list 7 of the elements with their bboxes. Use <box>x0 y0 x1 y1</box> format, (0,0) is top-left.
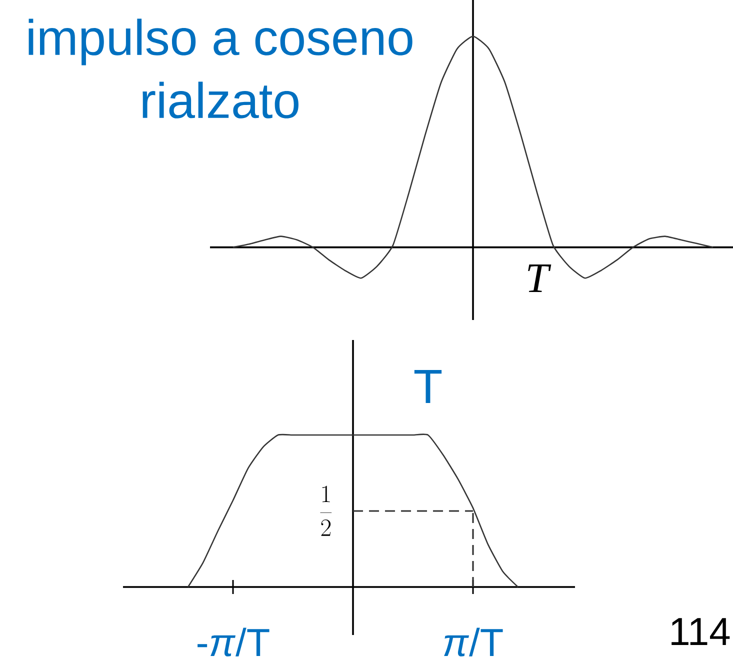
ref-line-label: $\frac{1}{2}$ <box>320 486 332 536</box>
annotation: T <box>414 370 442 403</box>
annotation: T <box>528 264 552 292</box>
text: 114 <box>672 618 730 645</box>
x-tick-label: π/T <box>444 628 503 656</box>
chart-title: impulso a coseno rialzato <box>28 18 412 118</box>
x-tick-label: -π/T <box>198 628 270 656</box>
